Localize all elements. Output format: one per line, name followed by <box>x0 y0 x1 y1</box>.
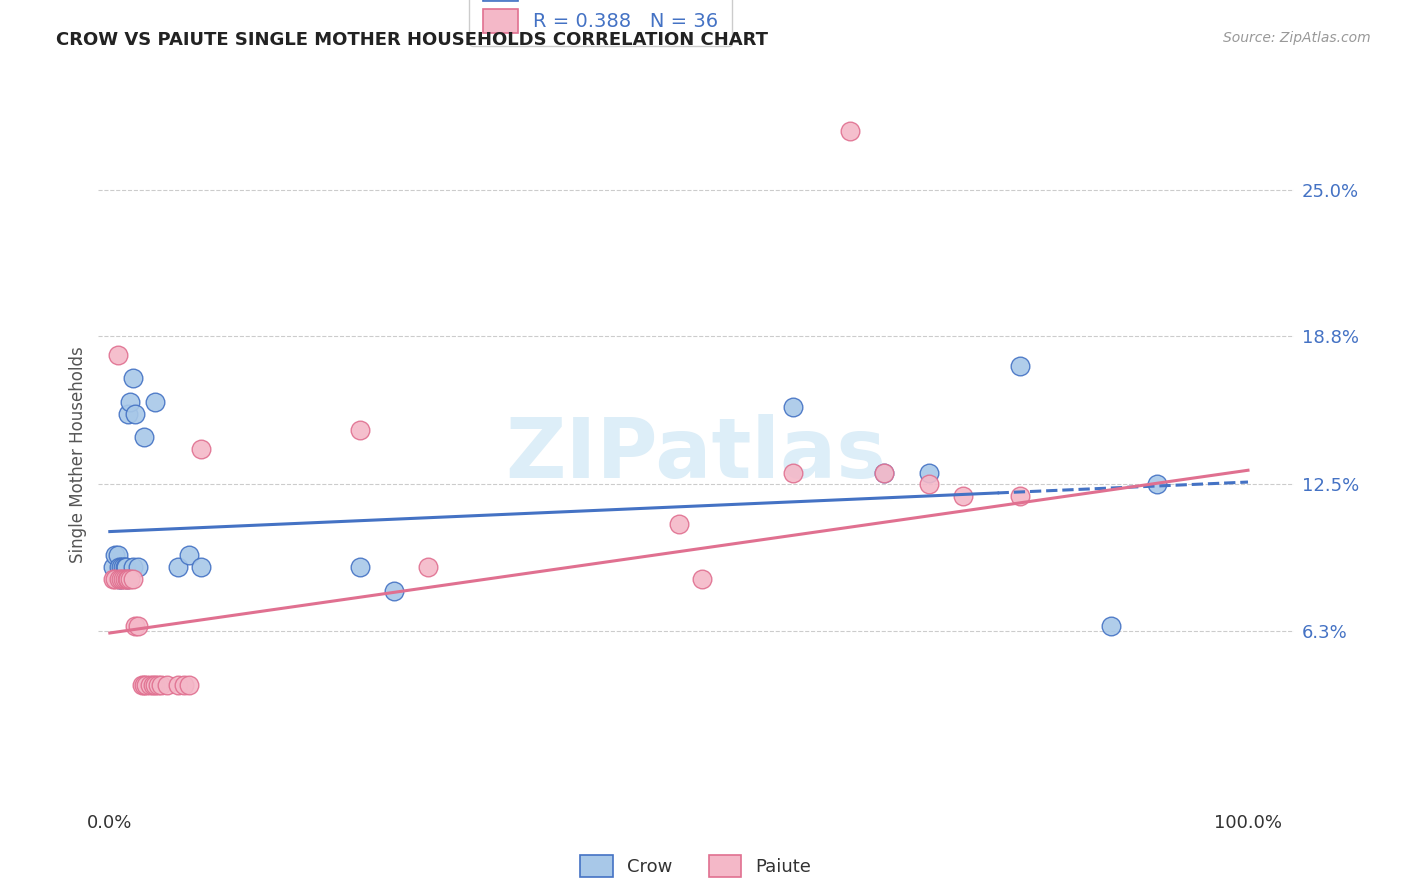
Point <box>120 395 142 409</box>
Point <box>143 395 166 409</box>
Point <box>131 678 153 692</box>
Point <box>121 560 143 574</box>
Point <box>156 678 179 692</box>
Point <box>873 466 896 480</box>
Point <box>668 517 690 532</box>
Point <box>110 560 132 574</box>
Point <box>124 619 146 633</box>
Point <box>132 678 155 692</box>
Point <box>107 348 129 362</box>
Point <box>104 548 127 562</box>
Text: ZIPatlas: ZIPatlas <box>506 415 886 495</box>
Point <box>143 678 166 692</box>
Point <box>114 572 136 586</box>
Point <box>114 560 136 574</box>
Y-axis label: Single Mother Households: Single Mother Households <box>69 347 87 563</box>
Point <box>382 583 405 598</box>
Point <box>918 466 941 480</box>
Point <box>112 560 135 574</box>
Point <box>173 678 195 692</box>
Point <box>121 572 143 586</box>
Point <box>115 572 138 586</box>
Point <box>121 371 143 385</box>
Point <box>782 400 804 414</box>
Point <box>190 560 212 574</box>
Point <box>150 678 173 692</box>
Point <box>138 678 160 692</box>
Point <box>873 466 896 480</box>
Point <box>146 678 169 692</box>
Point <box>120 572 142 586</box>
Point <box>108 572 131 586</box>
Point <box>135 678 157 692</box>
Point <box>127 619 149 633</box>
Point <box>117 407 139 421</box>
Point <box>114 560 136 574</box>
Point <box>103 572 125 586</box>
Point <box>132 430 155 444</box>
Point <box>349 560 371 574</box>
Point <box>690 572 713 586</box>
Point <box>1010 359 1032 374</box>
Point <box>418 560 440 574</box>
Point <box>190 442 212 456</box>
Point <box>107 548 129 562</box>
Point <box>1010 489 1032 503</box>
Point <box>124 407 146 421</box>
Point <box>112 572 135 586</box>
Point <box>179 678 201 692</box>
Point <box>115 572 138 586</box>
Point <box>952 489 974 503</box>
Point <box>127 560 149 574</box>
Point <box>782 466 804 480</box>
Point <box>110 572 132 586</box>
Point <box>108 572 131 586</box>
Point <box>838 123 860 137</box>
Text: CROW VS PAIUTE SINGLE MOTHER HOUSEHOLDS CORRELATION CHART: CROW VS PAIUTE SINGLE MOTHER HOUSEHOLDS … <box>56 31 768 49</box>
Point <box>142 678 165 692</box>
Point <box>110 572 132 586</box>
Point <box>167 560 190 574</box>
Point <box>1146 477 1168 491</box>
Point <box>179 548 201 562</box>
Point <box>108 560 131 574</box>
Point <box>1099 619 1122 633</box>
Point <box>349 423 371 437</box>
Text: Source: ZipAtlas.com: Source: ZipAtlas.com <box>1223 31 1371 45</box>
Point <box>167 678 190 692</box>
Point <box>103 560 125 574</box>
Point <box>117 572 139 586</box>
Legend: Crow, Paiute: Crow, Paiute <box>574 847 818 884</box>
Point <box>918 477 941 491</box>
Point <box>104 572 127 586</box>
